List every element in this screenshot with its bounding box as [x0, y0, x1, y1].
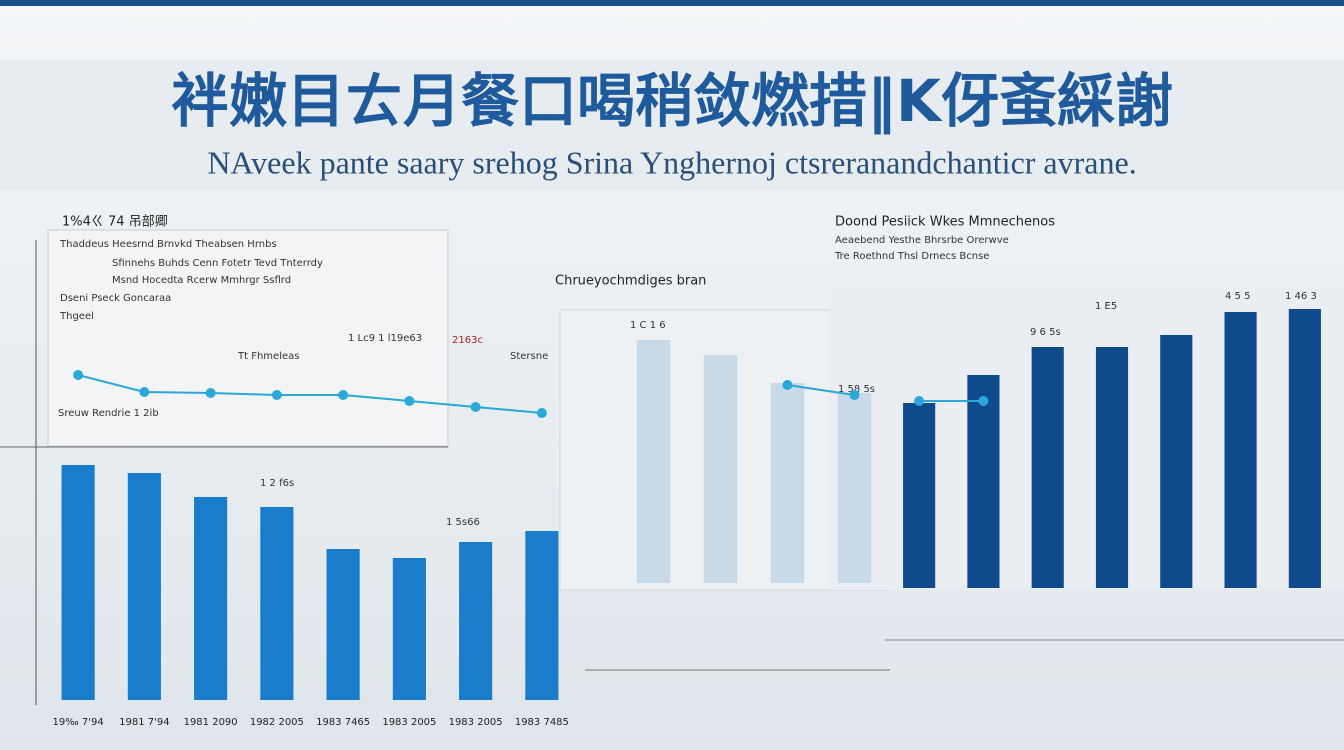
trend-point: [914, 396, 925, 406]
bar: [392, 558, 426, 700]
annotation: 2163c: [452, 335, 483, 346]
annotation: Tre Roethnd Thsl Drnecs Bcnse: [834, 251, 989, 262]
annotation: Msnd Hocedta Rcerw Mmhrgr Ssflrd: [112, 275, 291, 286]
trend-point: [470, 402, 481, 412]
bar: [1031, 347, 1064, 588]
trend-point: [978, 396, 989, 406]
annotation: Thaddeus Heesrnd Brnvkd Theabsen Hrnbs: [59, 239, 277, 250]
x-tick-label: 1983 7465: [316, 717, 370, 728]
trend-point: [338, 390, 349, 400]
annotation: Stersne: [510, 351, 548, 362]
bar: [459, 542, 493, 700]
bar: [770, 383, 805, 583]
trend-point: [205, 388, 216, 398]
bar: [1095, 347, 1129, 588]
chart-title: Doond Pesiick Wkes Mmnechenos: [835, 215, 1055, 230]
bar: [1160, 335, 1193, 588]
chart-title: 1%4ㄍ 74 吊部卿: [62, 215, 168, 230]
bar: [903, 403, 936, 588]
annotation: 1 58 5s: [838, 384, 875, 395]
annotation: 9 6 5s: [1030, 327, 1061, 338]
x-tick-label: 1981 7'94: [119, 717, 169, 728]
annotation: 1 46 3: [1285, 291, 1317, 302]
header-band: [0, 60, 1344, 190]
chart-title: Chrueyochmdiges bran: [555, 274, 706, 289]
bar: [1288, 309, 1321, 588]
trend-point: [73, 370, 84, 380]
bar: [127, 473, 161, 700]
x-tick-label: 1982 2005: [250, 717, 304, 728]
x-tick-label: 1983 2005: [382, 717, 436, 728]
annotation: 1 C 1 6: [630, 320, 666, 331]
trend-point: [271, 390, 282, 400]
x-tick-label: 1981 2090: [184, 717, 238, 728]
annotation: Aeaebend Yesthe Bhrsrbe Orerwve: [835, 235, 1009, 246]
bar: [326, 549, 360, 700]
top-bar: [0, 0, 1344, 6]
annotation: Dseni Pseck Goncaraa: [60, 293, 171, 304]
annotation: 4 5 5: [1225, 291, 1250, 302]
x-tick-label: 1983 2005: [449, 717, 503, 728]
annotation: Sfinnehs Buhds Cenn Fotetr Tevd Tnterrdy: [112, 258, 323, 269]
trend-point: [536, 408, 547, 418]
bar: [1224, 312, 1257, 588]
bar: [703, 355, 738, 583]
title: 袢嫩目ㄊ月餐口喝稍敛燃措‖K伢蚉綵謝: [171, 67, 1173, 135]
bar: [61, 465, 95, 700]
trend-point: [782, 380, 793, 390]
annotation: Thgeel: [59, 311, 94, 322]
bar: [967, 375, 1000, 588]
bar: [837, 393, 872, 583]
bar: [636, 340, 671, 583]
trend-point: [404, 396, 415, 406]
panel: [47, 229, 449, 447]
bar: [525, 531, 559, 700]
trend-point: [139, 387, 150, 397]
subtitle: NAveek pante saary srehog Srina Yngherno…: [207, 144, 1136, 180]
trend-line: [787, 384, 855, 396]
x-tick-label: 19‰ 7'94: [53, 717, 104, 728]
annotation: Sreuw Rendrie 1 2ib: [58, 408, 159, 419]
annotation: 1 2 f6s: [260, 478, 294, 489]
annotation: Tt Fhmeleas: [237, 351, 299, 362]
bar: [260, 507, 294, 700]
bar: [194, 497, 228, 700]
trend-point: [849, 390, 860, 400]
annotation: 1 Lc9 1 l19e63: [348, 333, 422, 344]
x-tick-label: 1983 7485: [515, 717, 569, 728]
annotation: 1 E5: [1095, 301, 1117, 312]
trend-line: [77, 374, 542, 414]
annotation: 1 5s66: [446, 517, 480, 528]
